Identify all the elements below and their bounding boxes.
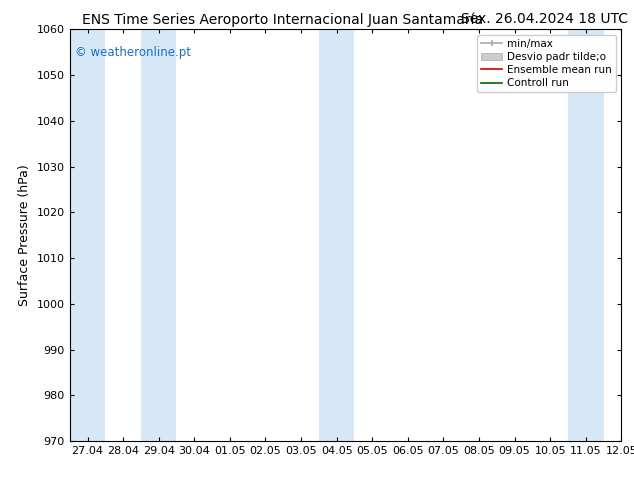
Text: © weatheronline.pt: © weatheronline.pt	[75, 46, 191, 59]
Legend: min/max, Desvio padr tilde;o, Ensemble mean run, Controll run: min/max, Desvio padr tilde;o, Ensemble m…	[477, 35, 616, 92]
Bar	[319, 29, 354, 441]
Y-axis label: Surface Pressure (hPa): Surface Pressure (hPa)	[18, 164, 31, 306]
Bar	[70, 29, 105, 441]
Text: Sex. 26.04.2024 18 UTC: Sex. 26.04.2024 18 UTC	[461, 12, 628, 26]
Bar	[568, 29, 604, 441]
Text: ENS Time Series Aeroporto Internacional Juan Santamaría: ENS Time Series Aeroporto Internacional …	[82, 12, 484, 27]
Bar	[141, 29, 176, 441]
